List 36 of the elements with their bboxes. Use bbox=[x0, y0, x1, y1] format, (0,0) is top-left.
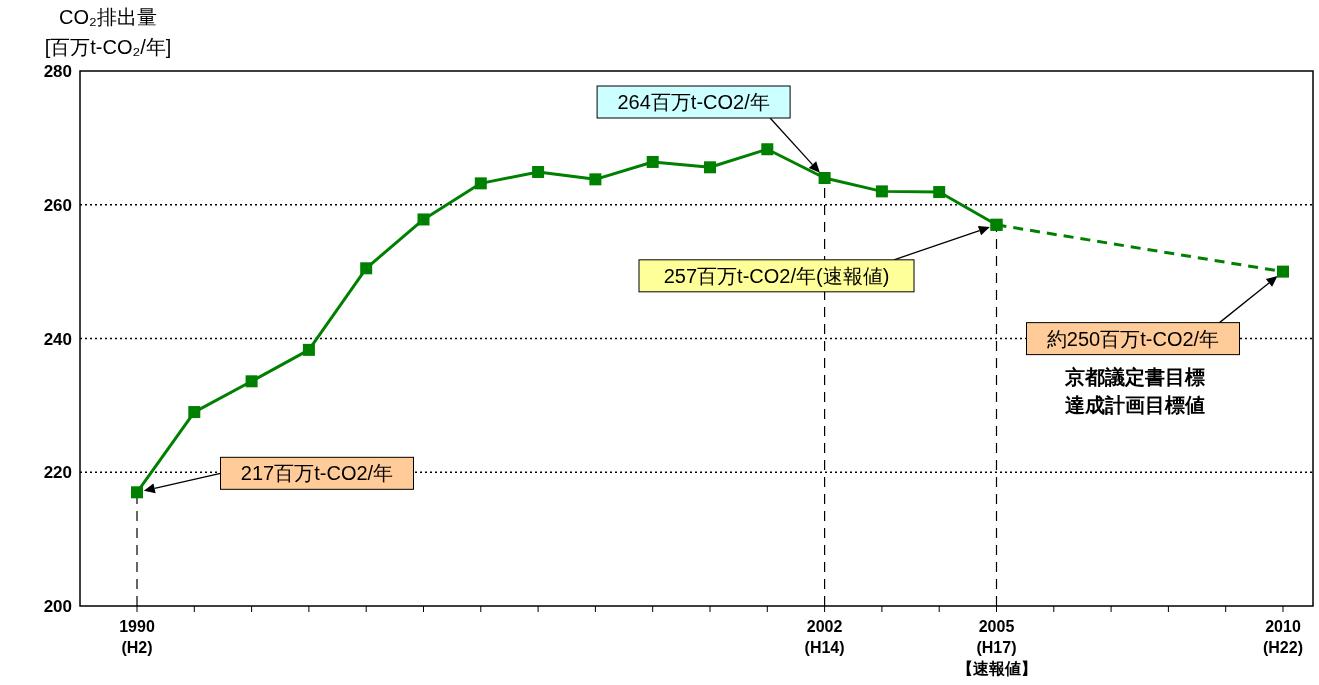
point bbox=[704, 161, 716, 174]
x-tick-label: 2010 (H22) bbox=[1262, 618, 1304, 656]
point bbox=[188, 406, 201, 419]
point bbox=[360, 262, 373, 275]
y-tick-label: 260 bbox=[43, 195, 72, 215]
point bbox=[302, 343, 315, 356]
point bbox=[818, 172, 831, 184]
point bbox=[131, 486, 143, 499]
x-tick-label: 1990 (H2) bbox=[119, 618, 155, 656]
annotation: 264百万t-CO2/年 bbox=[617, 91, 770, 113]
point bbox=[646, 155, 659, 168]
annotation: 217百万t-CO2/年 bbox=[240, 462, 394, 485]
point bbox=[761, 143, 774, 156]
point bbox=[474, 177, 487, 190]
annotation: 約250百万t-CO2/年 bbox=[1046, 327, 1220, 350]
y-axis-title: CO₂排出量 [百万t-CO₂/年] bbox=[44, 6, 172, 58]
annotation: 217百万t-CO2/年 bbox=[143, 456, 414, 494]
x-tick-label: 2002 (H14) bbox=[804, 618, 845, 656]
annotation: 257百万t-CO2/年(速報値) bbox=[638, 225, 990, 293]
y-tick-label: 200 bbox=[43, 597, 72, 616]
annotation: 約250百万t-CO2/年 bbox=[1026, 276, 1278, 356]
point bbox=[1277, 265, 1289, 278]
annotation: 257百万t-CO2/年(速報値) bbox=[663, 264, 890, 287]
point bbox=[417, 213, 430, 226]
annotation: 264百万t-CO2/年 bbox=[596, 85, 820, 173]
point bbox=[245, 375, 258, 388]
point bbox=[875, 185, 888, 198]
annotation: 京都議定書目標達成計画目標値 bbox=[1064, 366, 1205, 416]
y-tick-label: 240 bbox=[43, 329, 72, 349]
y-tick-label: 280 bbox=[43, 62, 72, 81]
y-tick-label: 220 bbox=[43, 463, 72, 483]
x-tick-label: 2005 (H17) 【速報値】 bbox=[956, 618, 1037, 677]
point bbox=[933, 186, 946, 199]
point bbox=[589, 173, 602, 186]
point bbox=[990, 218, 1003, 231]
point bbox=[532, 165, 545, 178]
